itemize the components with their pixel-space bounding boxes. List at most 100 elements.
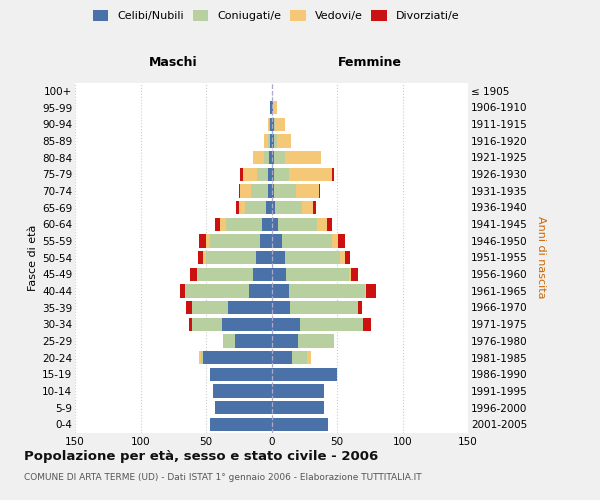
Bar: [236, 201, 239, 214]
Bar: [286, 268, 349, 281]
Bar: [220, 218, 226, 231]
Bar: [269, 151, 271, 164]
Bar: [271, 334, 298, 347]
Bar: [203, 251, 206, 264]
Bar: [301, 318, 363, 331]
Bar: [349, 268, 352, 281]
Bar: [257, 168, 268, 181]
Bar: [215, 218, 220, 231]
Bar: [340, 251, 345, 264]
Bar: [298, 334, 334, 347]
Bar: [191, 301, 228, 314]
Bar: [253, 151, 263, 164]
Bar: [201, 351, 203, 364]
Bar: [302, 201, 313, 214]
Bar: [245, 201, 266, 214]
Bar: [271, 384, 324, 398]
Bar: [277, 134, 291, 147]
Bar: [313, 201, 316, 214]
Text: Popolazione per età, sesso e stato civile - 2006: Popolazione per età, sesso e stato civil…: [24, 450, 378, 463]
Bar: [271, 218, 278, 231]
Bar: [191, 318, 222, 331]
Bar: [180, 284, 185, 298]
Bar: [338, 234, 345, 247]
Bar: [326, 218, 332, 231]
Bar: [363, 318, 371, 331]
Bar: [319, 184, 320, 198]
Bar: [271, 168, 274, 181]
Bar: [271, 201, 275, 214]
Bar: [366, 284, 376, 298]
Bar: [271, 268, 286, 281]
Bar: [270, 134, 271, 147]
Y-axis label: Fasce di età: Fasce di età: [28, 224, 38, 290]
Bar: [358, 301, 362, 314]
Bar: [271, 184, 274, 198]
Bar: [275, 118, 284, 131]
Bar: [365, 284, 366, 298]
Bar: [271, 401, 324, 414]
Bar: [271, 134, 274, 147]
Bar: [198, 251, 203, 264]
Bar: [215, 401, 271, 414]
Bar: [256, 251, 271, 264]
Bar: [235, 334, 271, 347]
Bar: [271, 118, 274, 131]
Bar: [273, 101, 277, 114]
Bar: [263, 151, 269, 164]
Bar: [332, 168, 334, 181]
Bar: [226, 218, 262, 231]
Bar: [345, 251, 350, 264]
Bar: [296, 184, 319, 198]
Bar: [274, 134, 277, 147]
Bar: [271, 418, 328, 431]
Bar: [278, 218, 317, 231]
Legend: Celibi/Nubili, Coniugati/e, Vedovi/e, Divorziati/e: Celibi/Nubili, Coniugati/e, Vedovi/e, Di…: [91, 8, 461, 24]
Bar: [210, 418, 271, 431]
Bar: [212, 384, 271, 398]
Bar: [223, 334, 235, 347]
Bar: [268, 118, 269, 131]
Bar: [282, 234, 332, 247]
Bar: [268, 168, 271, 181]
Bar: [270, 118, 271, 131]
Bar: [270, 101, 271, 114]
Bar: [239, 201, 245, 214]
Bar: [284, 251, 340, 264]
Bar: [290, 301, 358, 314]
Bar: [190, 268, 197, 281]
Bar: [266, 201, 271, 214]
Bar: [271, 101, 273, 114]
Bar: [274, 151, 284, 164]
Bar: [332, 234, 338, 247]
Bar: [289, 284, 365, 298]
Bar: [307, 351, 311, 364]
Bar: [198, 268, 253, 281]
Bar: [352, 268, 358, 281]
Bar: [222, 318, 271, 331]
Bar: [284, 151, 321, 164]
Bar: [187, 284, 249, 298]
Bar: [317, 218, 326, 231]
Bar: [269, 118, 270, 131]
Bar: [206, 251, 256, 264]
Bar: [268, 134, 270, 147]
Bar: [240, 168, 242, 181]
Bar: [271, 151, 274, 164]
Bar: [271, 284, 289, 298]
Bar: [185, 284, 187, 298]
Bar: [271, 318, 301, 331]
Bar: [275, 201, 302, 214]
Text: COMUNE DI ARTA TERME (UD) - Dati ISTAT 1° gennaio 2006 - Elaborazione TUTTITALIA: COMUNE DI ARTA TERME (UD) - Dati ISTAT 1…: [24, 472, 422, 482]
Bar: [210, 368, 271, 381]
Text: Femmine: Femmine: [338, 56, 402, 69]
Bar: [271, 251, 284, 264]
Bar: [263, 134, 268, 147]
Y-axis label: Anni di nascita: Anni di nascita: [536, 216, 546, 298]
Bar: [249, 284, 271, 298]
Bar: [253, 268, 271, 281]
Bar: [289, 168, 332, 181]
Bar: [187, 301, 191, 314]
Bar: [203, 351, 271, 364]
Bar: [239, 184, 240, 198]
